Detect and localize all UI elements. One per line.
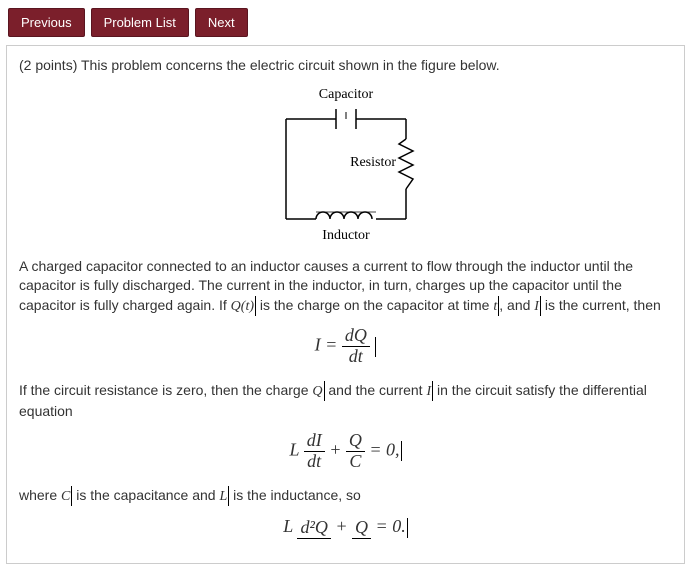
circuit-svg: Capacitor Resistor Inductor [261,84,431,244]
eq3-frac1: d²Q [297,518,330,539]
next-button[interactable]: Next [195,8,248,37]
previous-button[interactable]: Previous [8,8,85,37]
eq2-num1: dI [304,431,325,452]
para1-b: is the charge on the capacitor at time [256,297,493,313]
paragraph-1: A charged capacitor connected to an indu… [19,257,672,317]
inductor-label: Inductor [322,228,370,243]
eq1-den: dt [342,347,370,367]
eq1-lhs: I = [315,335,342,355]
eq3-rhs: = 0. [376,516,406,536]
problem-content: (2 points) This problem concerns the ele… [6,45,685,564]
para1-i: I [534,299,539,314]
paragraph-2: If the circuit resistance is zero, then … [19,381,672,421]
equation-1: I = dQ dt [19,326,672,367]
eq1-frac: dQ dt [342,326,370,367]
para3-b: is the capacitance and [72,487,219,503]
eq3-L: L [283,516,293,536]
eq2-L: L [290,440,300,460]
para2-b: and the current [325,382,427,398]
eq3-plus: + [335,516,352,536]
eq2-frac2: Q C [346,431,365,472]
text-cursor [407,518,408,538]
para2-a: If the circuit resistance is zero, then … [19,382,312,398]
circuit-diagram: Capacitor Resistor Inductor [19,84,672,247]
problem-list-button[interactable]: Problem List [91,8,189,37]
eq2-frac1: dI dt [304,431,325,472]
capacitor-label: Capacitor [318,87,373,102]
eq3-frac2: Q [352,518,371,539]
para2-q: Q [312,384,322,399]
para3-c: C [61,489,70,504]
text-cursor [375,337,376,357]
eq3-num1: d²Q [297,518,330,539]
eq3-num2: Q [352,518,371,539]
intro-text: This problem concerns the electric circu… [81,57,500,73]
para3-a: where [19,487,61,503]
paragraph-3: where C is the capacitance and L is the … [19,486,672,507]
eq2-den2: C [346,452,365,472]
eq2-num2: Q [346,431,365,452]
para1-t: t [493,299,497,314]
nav-bar: Previous Problem List Next [0,0,691,45]
para1-c: , and [499,297,534,313]
problem-intro: (2 points) This problem concerns the ele… [19,56,672,76]
equation-3: L d²Q + Q = 0. [19,516,672,538]
eq2-plus: + [329,440,346,460]
para3-l: L [219,489,227,504]
para3-d: is the inductance, so [229,487,361,503]
resistor-label: Resistor [350,155,396,170]
eq1-num: dQ [342,326,370,347]
eq2-rhs: = 0, [369,440,399,460]
para1-q: Q(t) [231,299,254,314]
equation-2: L dI dt + Q C = 0, [19,431,672,472]
para2-i: I [426,384,431,399]
eq2-den1: dt [304,452,325,472]
text-cursor [401,441,402,461]
points-label: (2 points) [19,57,81,73]
para1-d: is the current, then [541,297,661,313]
